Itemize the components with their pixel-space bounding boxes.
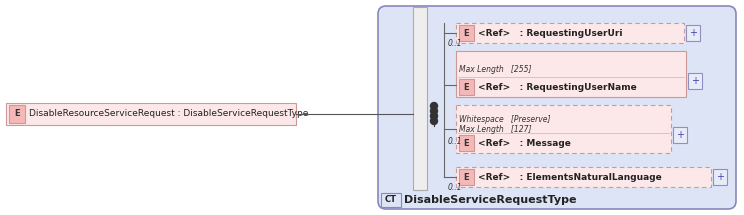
Circle shape [431, 112, 437, 120]
Text: CT: CT [385, 195, 397, 204]
Text: <Ref>   : ElementsNaturalLanguage: <Ref> : ElementsNaturalLanguage [478, 172, 661, 181]
Bar [688, 73, 702, 89]
Bar [456, 23, 684, 43]
Bar [459, 135, 474, 151]
Text: +: + [691, 76, 699, 86]
Bar [686, 25, 700, 41]
Bar [456, 167, 711, 187]
Text: DisableResourceServiceRequest : DisableServiceRequestType: DisableResourceServiceRequest : DisableS… [29, 109, 308, 118]
Text: Max Length   [127]: Max Length [127] [459, 126, 531, 135]
Text: E: E [464, 29, 469, 37]
Text: 0..1: 0..1 [448, 183, 463, 192]
Text: +: + [716, 172, 724, 182]
Bar [456, 105, 671, 153]
Bar [6, 103, 296, 125]
Bar [673, 127, 687, 143]
Text: Max Length   [255]: Max Length [255] [459, 66, 531, 75]
Text: E: E [14, 109, 20, 118]
Text: <Ref>   : Message: <Ref> : Message [478, 138, 571, 147]
Bar [9, 105, 25, 123]
Circle shape [431, 118, 437, 124]
Text: 0..1: 0..1 [448, 38, 463, 48]
Circle shape [431, 103, 437, 109]
Text: <Ref>   : RequestingUserUri: <Ref> : RequestingUserUri [478, 29, 623, 37]
Text: Whitespace   [Preserve]: Whitespace [Preserve] [459, 115, 551, 123]
Text: E: E [464, 172, 469, 181]
Circle shape [431, 108, 437, 115]
Bar [456, 51, 686, 97]
Text: +: + [689, 28, 697, 38]
FancyBboxPatch shape [378, 6, 736, 209]
Text: 0..1: 0..1 [448, 138, 463, 146]
Bar [381, 193, 401, 207]
Text: E: E [464, 83, 469, 92]
Text: +: + [676, 130, 684, 140]
Bar [713, 169, 727, 185]
Text: E: E [464, 138, 469, 147]
Text: DisableServiceRequestType: DisableServiceRequestType [404, 195, 577, 205]
Bar [459, 169, 474, 185]
Bar [459, 25, 474, 41]
Bar [413, 7, 427, 190]
Bar [459, 79, 474, 95]
Text: <Ref>   : RequestingUserName: <Ref> : RequestingUserName [478, 83, 637, 92]
